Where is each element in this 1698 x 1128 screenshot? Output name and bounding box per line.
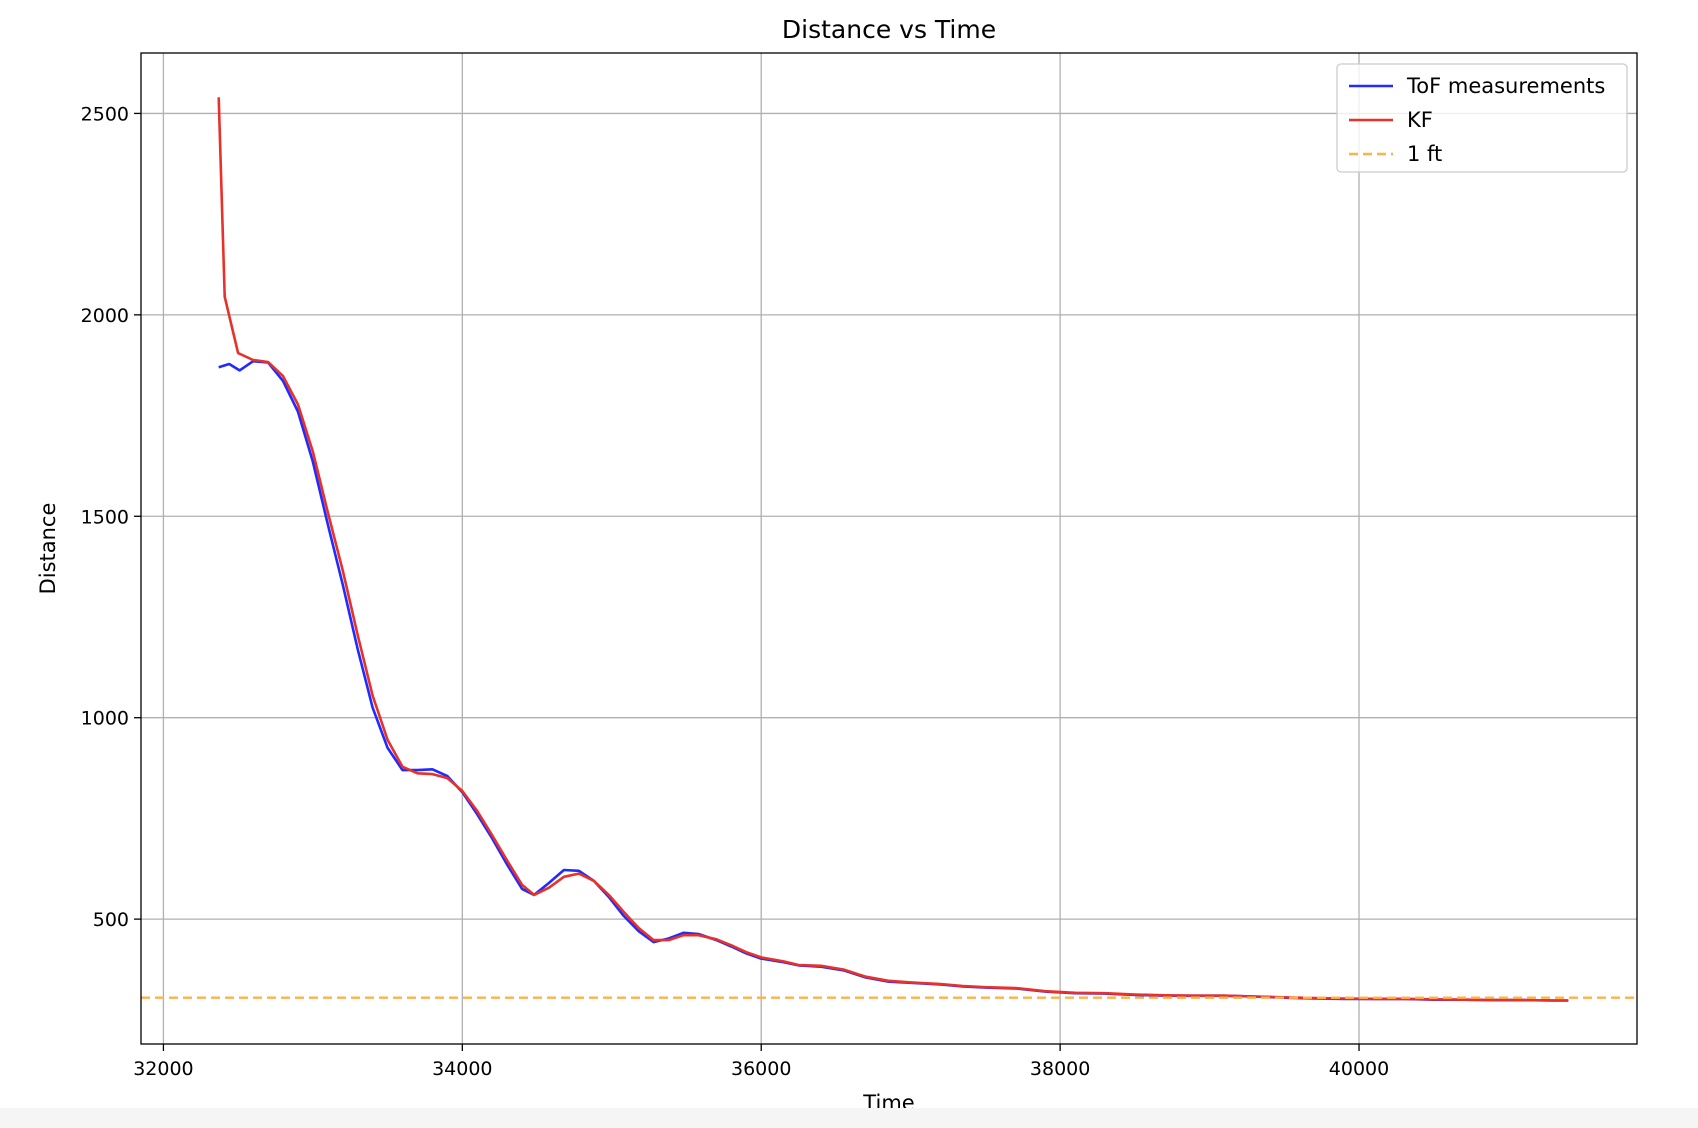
y-tick-label: 2500	[81, 103, 129, 125]
chart-title: Distance vs Time	[782, 15, 996, 44]
legend-label-tof: ToF measurements	[1406, 74, 1605, 98]
legend-label-1ft: 1 ft	[1407, 142, 1442, 166]
plot-frame	[140, 52, 1638, 1045]
x-axis-label: Time	[862, 1091, 914, 1108]
series-layer	[141, 97, 1637, 1002]
x-tick-label: 32000	[133, 1058, 193, 1080]
y-tick-label: 1500	[81, 506, 129, 528]
y-tick-label: 2000	[81, 305, 129, 327]
legend-label-kf: KF	[1407, 108, 1433, 132]
legend-box	[1336, 63, 1628, 173]
x-tick-label: 38000	[1030, 1058, 1090, 1080]
y-tick-label: 500	[93, 909, 129, 931]
y-tick-label: 1000	[81, 708, 129, 730]
kf-line	[217, 97, 1569, 1002]
ticks: 32000 34000 36000 38000 40000 500 1000 1500 2000…	[81, 103, 1390, 1080]
legend: ToF measurements KF 1 ft	[1336, 63, 1628, 173]
bottom-strip	[0, 1108, 1698, 1128]
x-tick-label: 40000	[1329, 1058, 1389, 1080]
y-axis-label: Distance	[36, 503, 60, 595]
x-tick-label: 34000	[432, 1058, 492, 1080]
x-tick-label: 36000	[731, 1058, 791, 1080]
